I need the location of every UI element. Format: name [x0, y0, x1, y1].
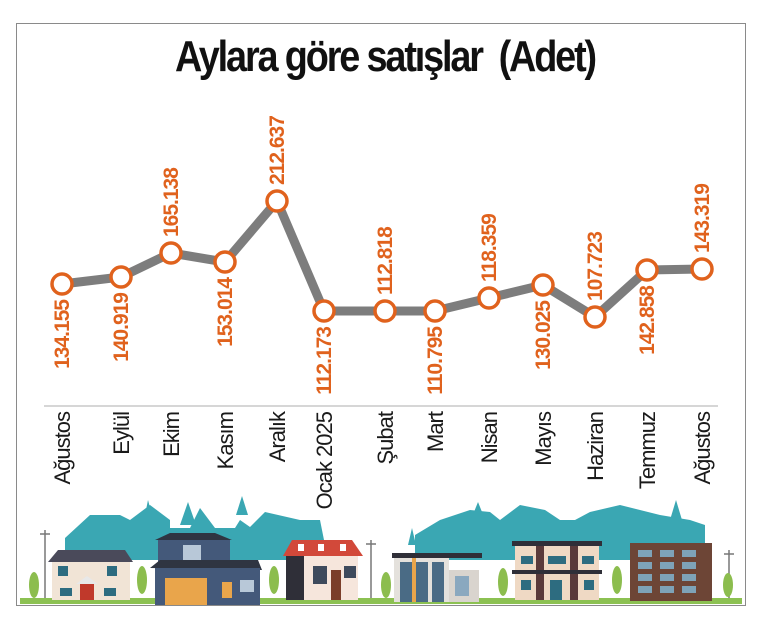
data-point-marker	[213, 250, 237, 274]
chart-title: Aylara göre satışlar (Adet)	[175, 32, 597, 81]
category-label: Ekim	[159, 412, 184, 457]
value-label: 143.319	[691, 184, 714, 253]
category-label: Mayıs	[531, 411, 556, 466]
value-labels: 134.155 140.919 165.138 153.014 212.637 112.1…	[51, 116, 714, 395]
data-point-marker	[635, 258, 659, 282]
value-label: 140.919	[110, 293, 133, 362]
data-point-marker	[50, 272, 74, 296]
value-label: 153.014	[214, 277, 237, 347]
value-label: 130.025	[532, 300, 555, 370]
trees	[29, 566, 733, 598]
apartment-brick	[630, 543, 712, 601]
category-label: Aralık	[265, 410, 290, 462]
data-point-marker	[531, 273, 555, 297]
value-label: 134.155	[51, 299, 74, 369]
house-garage	[150, 533, 262, 605]
value-label: 107.723	[584, 232, 607, 301]
data-point-marker	[477, 286, 501, 310]
category-label: Eylül	[109, 412, 134, 455]
house-beige	[512, 541, 602, 600]
houses-illustration	[20, 496, 742, 605]
category-label: Ocak 2025	[312, 411, 337, 509]
data-point-marker	[690, 257, 714, 281]
value-label: 112.173	[313, 327, 336, 395]
category-labels: Ağustos Eylül Ekim Kasım Aralık Ocak 2025 Şuba…	[50, 410, 715, 509]
data-point-marker	[373, 299, 397, 323]
data-point-marker	[583, 305, 607, 329]
data-point-marker	[265, 189, 289, 213]
data-point-marker	[109, 265, 133, 289]
category-label: Haziran	[583, 412, 608, 481]
value-label: 112.818	[374, 226, 397, 295]
category-label: Nisan	[477, 412, 502, 463]
category-label: Kasım	[213, 412, 238, 469]
data-markers	[50, 189, 714, 329]
data-point-marker	[423, 299, 447, 323]
house-cottage	[48, 550, 133, 600]
data-point-marker	[312, 299, 336, 323]
background-silhouette-left	[65, 496, 330, 560]
value-label: 165.138	[160, 167, 183, 237]
value-label: 212.637	[266, 116, 289, 185]
value-label: 110.795	[424, 326, 447, 395]
grass	[20, 598, 742, 604]
value-label: 142.858	[636, 285, 659, 355]
data-point-marker	[159, 241, 183, 265]
category-label: Temmuz	[635, 412, 660, 489]
category-label: Ağustos	[50, 411, 75, 484]
category-label: Ağustos	[690, 411, 715, 484]
category-label: Şubat	[373, 411, 398, 464]
value-label: 118.359	[478, 214, 501, 282]
house-modern-glass	[392, 553, 482, 602]
category-label: Mart	[423, 411, 448, 452]
house-red-roof	[283, 540, 363, 600]
